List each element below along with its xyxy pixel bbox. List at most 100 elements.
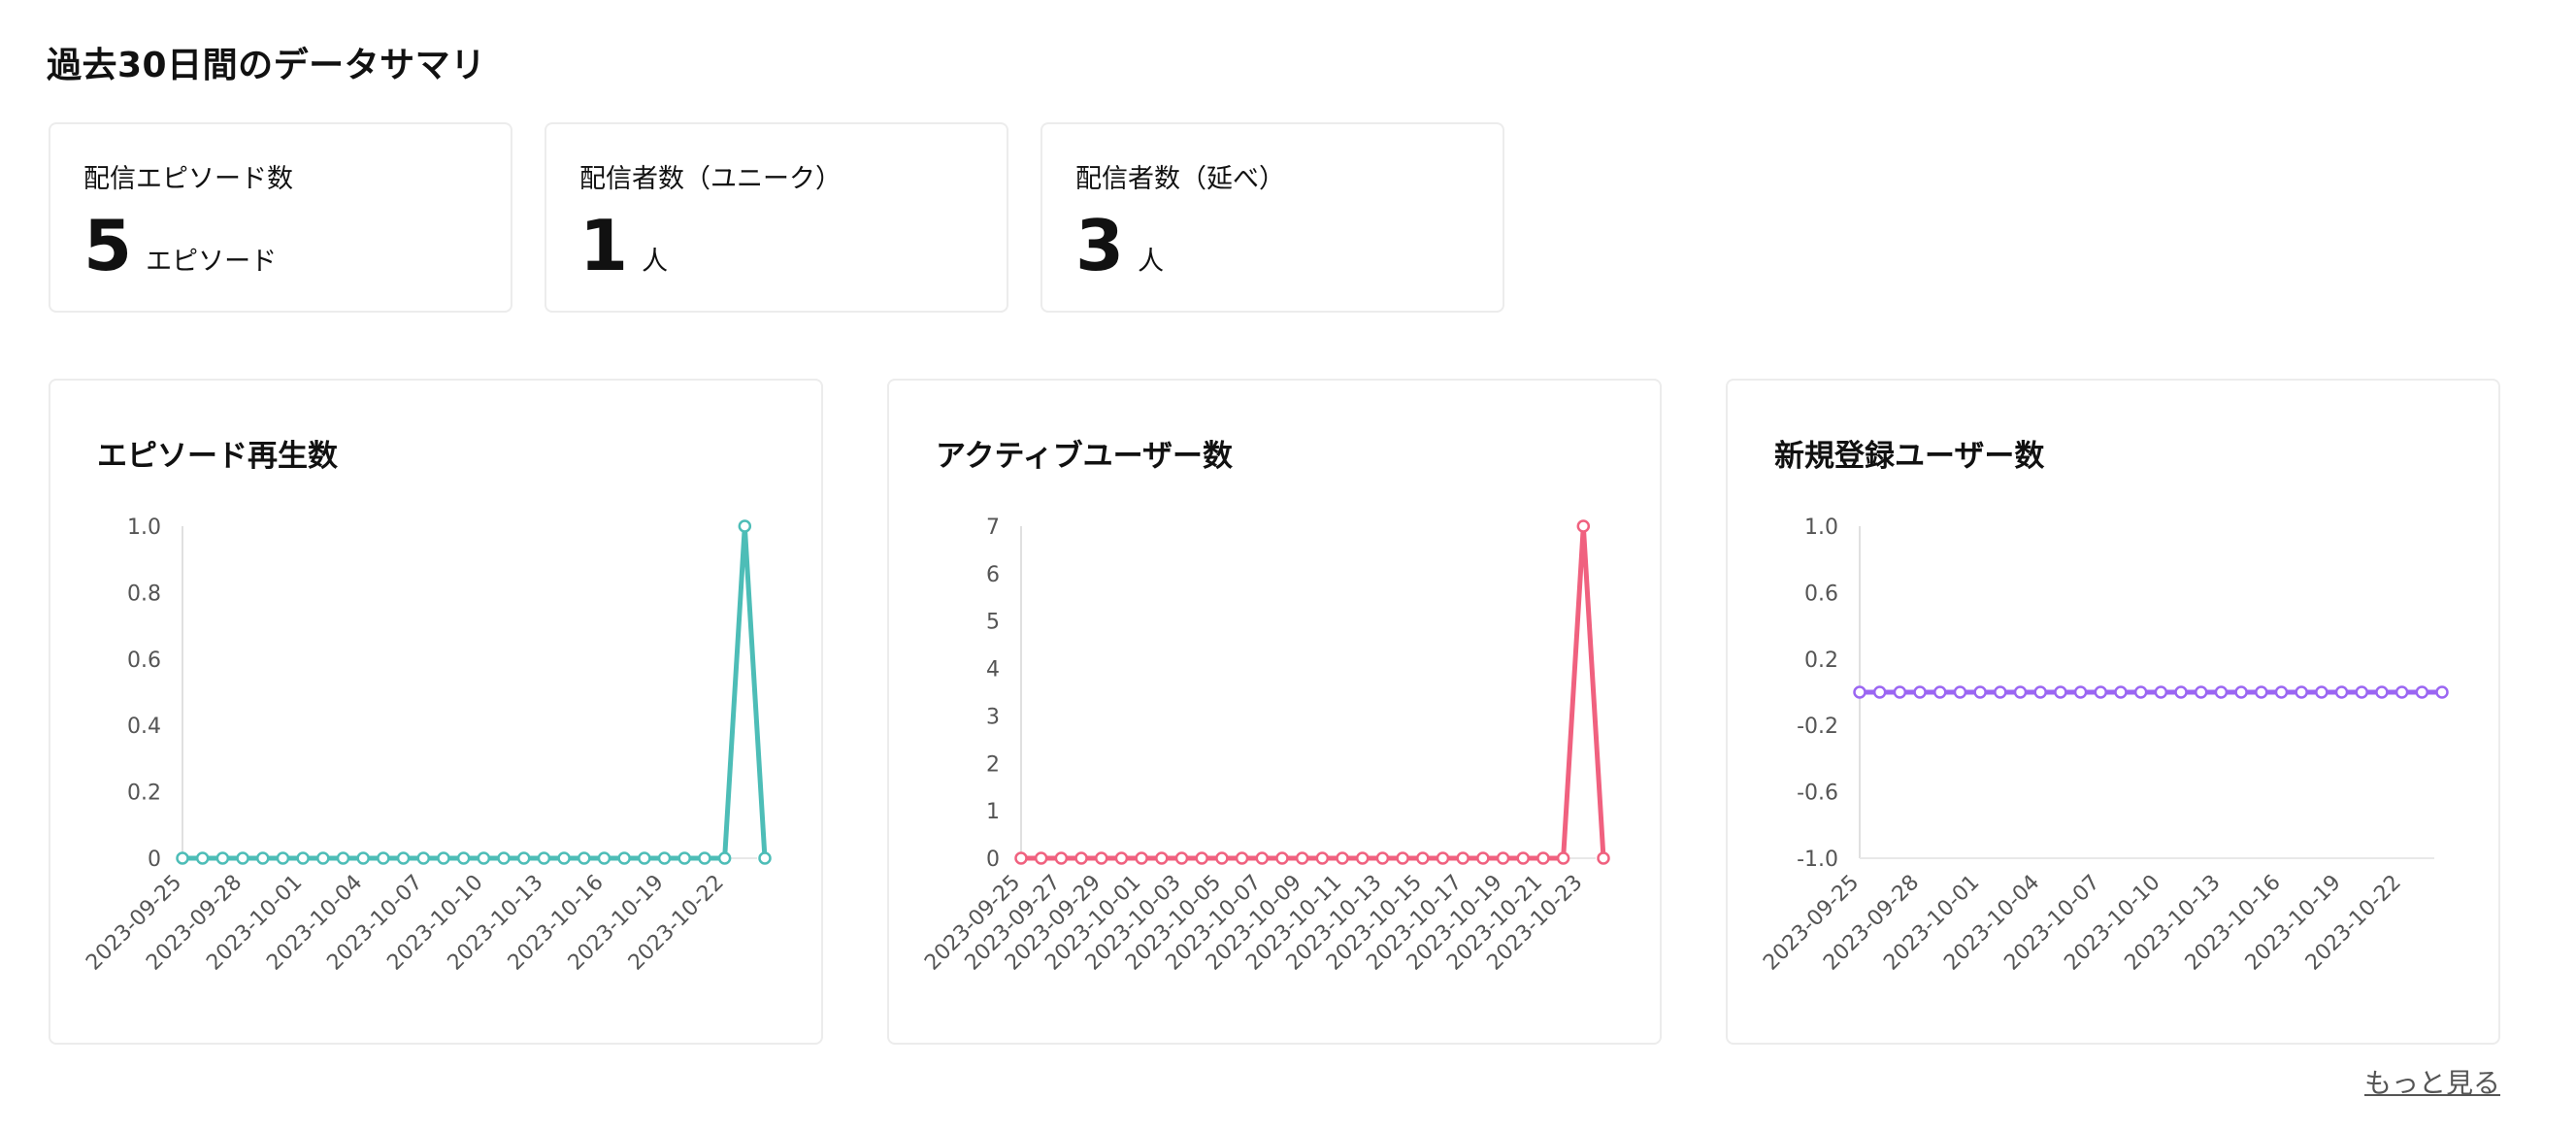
data-point[interactable] [1034, 851, 1048, 865]
data-point[interactable] [416, 851, 431, 865]
data-point[interactable] [2255, 685, 2268, 699]
y-tick-label: 1.0 [1804, 516, 1838, 540]
data-point[interactable] [698, 851, 711, 865]
data-point[interactable] [1436, 851, 1450, 865]
data-point[interactable] [2133, 685, 2148, 699]
data-point[interactable] [1476, 851, 1490, 865]
more-link[interactable]: もっと見る [2363, 1067, 2500, 1099]
series-line [182, 523, 768, 861]
data-point[interactable] [1516, 851, 1530, 865]
data-point[interactable] [2375, 685, 2389, 699]
data-point[interactable] [617, 851, 631, 865]
data-point[interactable] [336, 851, 350, 865]
data-point[interactable] [437, 851, 450, 865]
data-point[interactable] [758, 851, 772, 865]
data-point[interactable] [1496, 851, 1510, 865]
data-point[interactable] [638, 851, 651, 865]
data-point[interactable] [2315, 685, 2328, 699]
data-point[interactable] [1114, 851, 1129, 865]
data-point[interactable] [1174, 851, 1189, 865]
data-point[interactable] [738, 519, 752, 533]
data-point[interactable] [1953, 685, 1967, 699]
data-point[interactable] [396, 851, 411, 865]
data-point[interactable] [2154, 685, 2168, 699]
data-point[interactable] [1336, 851, 1349, 865]
data-point[interactable] [557, 851, 571, 865]
data-point[interactable] [176, 851, 189, 865]
data-point[interactable] [477, 851, 491, 865]
data-point[interactable] [1556, 851, 1570, 865]
data-point[interactable] [1416, 851, 1430, 865]
data-point[interactable] [1396, 851, 1409, 865]
data-point[interactable] [1255, 851, 1270, 865]
data-point[interactable] [2394, 685, 2409, 699]
data-point[interactable] [1195, 851, 1208, 865]
data-point[interactable] [2334, 685, 2349, 699]
data-point[interactable] [1893, 685, 1907, 699]
data-point[interactable] [2033, 685, 2047, 699]
data-point[interactable] [1933, 685, 1947, 699]
data-point[interactable] [1973, 685, 1987, 699]
data-point[interactable] [677, 851, 691, 865]
chart-card-episode-plays: エピソード再生数 0 0.2 0.4 0.6 0.8 1.0 2023-09-25 2023-… [49, 379, 823, 1045]
data-point[interactable] [2355, 685, 2368, 699]
data-point[interactable] [1235, 851, 1249, 865]
data-point[interactable] [2114, 685, 2128, 699]
data-point[interactable] [1375, 851, 1390, 865]
data-point[interactable] [215, 851, 230, 865]
data-point[interactable] [195, 851, 210, 865]
data-point[interactable] [1135, 851, 1148, 865]
data-point[interactable] [1074, 851, 1088, 865]
data-point[interactable] [1597, 851, 1610, 865]
data-point[interactable] [1994, 685, 2007, 699]
stat-label: 配信者数（ユニーク） [579, 164, 842, 194]
stat-unit: 人 [642, 247, 669, 277]
data-point[interactable] [2435, 685, 2449, 699]
data-point[interactable] [717, 851, 732, 865]
data-point[interactable] [1215, 851, 1229, 865]
data-point[interactable] [1536, 851, 1550, 865]
data-point[interactable] [537, 851, 551, 865]
data-point[interactable] [1315, 851, 1330, 865]
data-point[interactable] [316, 851, 330, 865]
data-point[interactable] [516, 851, 531, 865]
data-point[interactable] [2013, 685, 2028, 699]
data-point[interactable] [2214, 685, 2229, 699]
data-point[interactable] [2073, 685, 2088, 699]
chart-title: 新規登録ユーザー数 [1774, 439, 2045, 474]
data-point[interactable] [597, 851, 611, 865]
data-point[interactable] [377, 851, 390, 865]
data-point[interactable] [2234, 685, 2248, 699]
data-point[interactable] [236, 851, 249, 865]
data-point[interactable] [456, 851, 471, 865]
data-point[interactable] [578, 851, 591, 865]
data-point[interactable] [1853, 685, 1866, 699]
data-point[interactable] [1295, 851, 1309, 865]
data-point[interactable] [657, 851, 672, 865]
data-point[interactable] [1095, 851, 1108, 865]
data-point[interactable] [1913, 685, 1927, 699]
data-point[interactable] [296, 851, 310, 865]
data-point[interactable] [1576, 519, 1591, 533]
data-point[interactable] [2194, 685, 2208, 699]
stat-card-unique-streamers: 配信者数（ユニーク） 1 人 [545, 122, 1008, 313]
data-point[interactable] [497, 851, 511, 865]
data-point[interactable] [1872, 685, 1887, 699]
data-point[interactable] [1054, 851, 1069, 865]
y-tick-label: 5 [986, 611, 1000, 635]
data-point[interactable] [356, 851, 370, 865]
data-point[interactable] [1456, 851, 1470, 865]
data-point[interactable] [2415, 685, 2429, 699]
data-point[interactable] [2094, 685, 2108, 699]
data-point[interactable] [2174, 685, 2188, 699]
data-point[interactable] [1014, 851, 1028, 865]
data-point[interactable] [256, 851, 270, 865]
data-point[interactable] [2274, 685, 2289, 699]
data-point[interactable] [2295, 685, 2308, 699]
data-point[interactable] [1275, 851, 1289, 865]
data-point[interactable] [2054, 685, 2067, 699]
y-tick-label: 7 [986, 516, 1000, 540]
data-point[interactable] [276, 851, 290, 865]
data-point[interactable] [1355, 851, 1370, 865]
data-point[interactable] [1155, 851, 1169, 865]
